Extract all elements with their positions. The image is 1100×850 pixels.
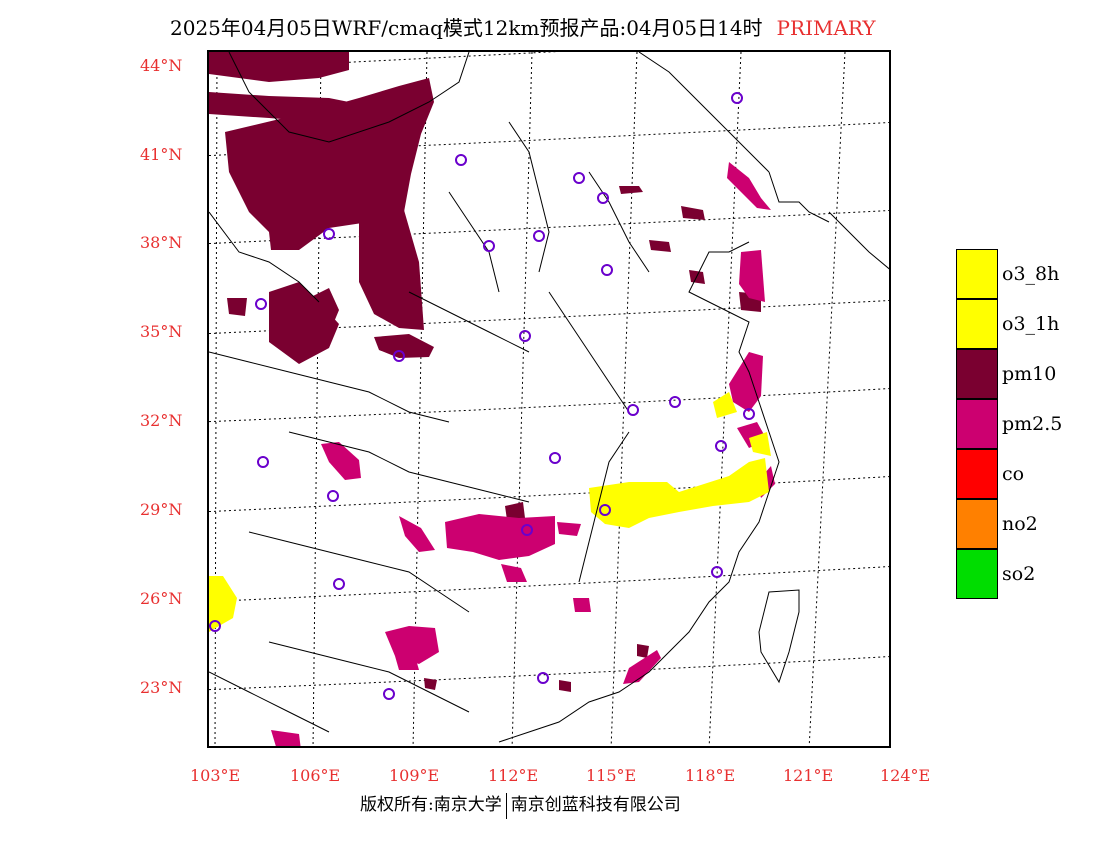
- legend-label-co: co: [1002, 463, 1025, 485]
- map-svg: [209, 52, 889, 746]
- copyright-left: 版权所有:南京大学: [360, 795, 502, 815]
- legend-label-pm10: pm10: [1002, 363, 1057, 385]
- lon-label-103: 103°E: [190, 766, 241, 785]
- title-text: 2025年04月05日WRF/cmaq模式12km预报产品:04月05日14时: [170, 16, 763, 40]
- lat-label-38: 38°N: [140, 233, 183, 252]
- station-markers: [209, 92, 755, 700]
- map-panel[interactable]: [207, 50, 891, 748]
- legend-label-o3-1h: o3_1h: [1002, 313, 1060, 335]
- lat-label-35: 35°N: [140, 322, 183, 341]
- lat-label-23: 23°N: [140, 678, 183, 697]
- lat-label-41: 41°N: [140, 145, 183, 164]
- legend-swatch-o3-1h: [956, 299, 998, 349]
- lon-label-112: 112°E: [488, 766, 539, 785]
- legend-swatch-pm10: [956, 349, 998, 399]
- lat-label-29: 29°N: [140, 500, 183, 519]
- lat-label-26: 26°N: [140, 589, 183, 608]
- lat-label-32: 32°N: [140, 411, 183, 430]
- legend-swatch-pm25: [956, 399, 998, 449]
- lon-label-124: 124°E: [880, 766, 931, 785]
- primary-label: PRIMARY: [776, 16, 876, 40]
- legend-swatch-o3-8h: [956, 249, 998, 299]
- legend-label-so2: so2: [1002, 563, 1036, 585]
- legend-swatch-so2: [956, 549, 998, 599]
- footer-separator: [505, 792, 507, 819]
- lon-label-109: 109°E: [389, 766, 440, 785]
- lon-label-118: 118°E: [685, 766, 736, 785]
- pm25-areas: [271, 162, 775, 746]
- legend-label-pm25: pm2.5: [1002, 413, 1063, 435]
- copyright-footer: 版权所有:南京大学 南京创蓝科技有限公司: [360, 790, 681, 819]
- map-title: 2025年04月05日WRF/cmaq模式12km预报产品:04月05日14时 P…: [170, 12, 876, 41]
- legend-label-o3-8h: o3_8h: [1002, 263, 1060, 285]
- legend-label-no2: no2: [1002, 513, 1038, 535]
- legend-swatch-co: [956, 449, 998, 499]
- legend-swatch-no2: [956, 499, 998, 549]
- boundaries: [209, 52, 889, 743]
- lon-label-115: 115°E: [586, 766, 637, 785]
- lon-label-121: 121°E: [783, 766, 834, 785]
- lat-label-44: 44°N: [140, 56, 183, 75]
- copyright-right: 南京创蓝科技有限公司: [510, 795, 681, 815]
- o3-areas: [209, 392, 771, 632]
- pm10-areas: [209, 52, 761, 692]
- lon-label-106: 106°E: [290, 766, 341, 785]
